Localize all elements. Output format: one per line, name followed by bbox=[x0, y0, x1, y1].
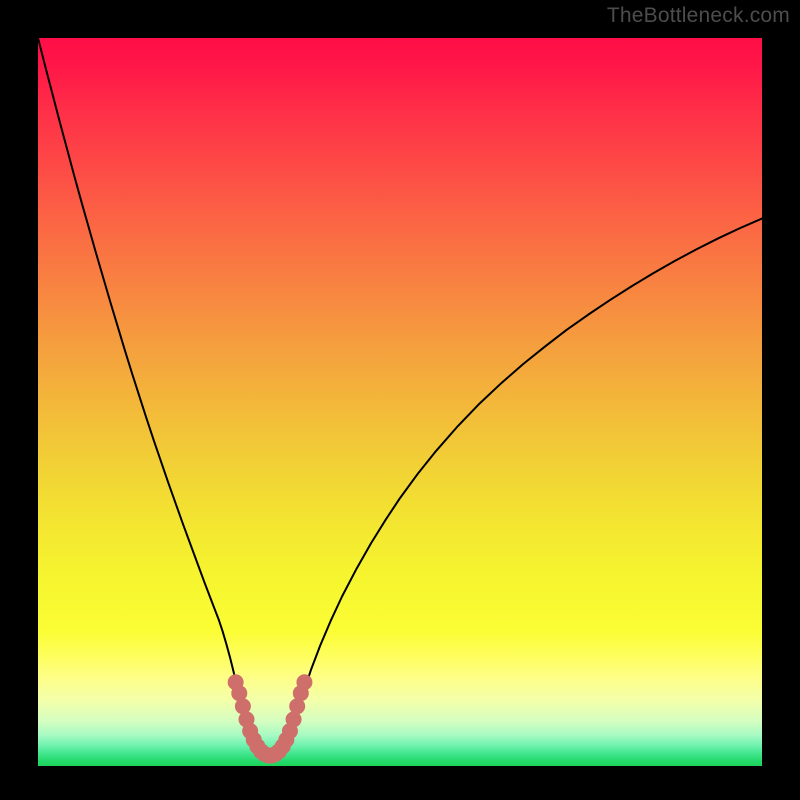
chart-svg bbox=[0, 0, 800, 800]
watermark-text: TheBottleneck.com bbox=[607, 4, 790, 28]
chart-container: TheBottleneck.com bbox=[0, 0, 800, 800]
plot-background bbox=[38, 38, 762, 766]
chart-canvas bbox=[0, 0, 800, 800]
